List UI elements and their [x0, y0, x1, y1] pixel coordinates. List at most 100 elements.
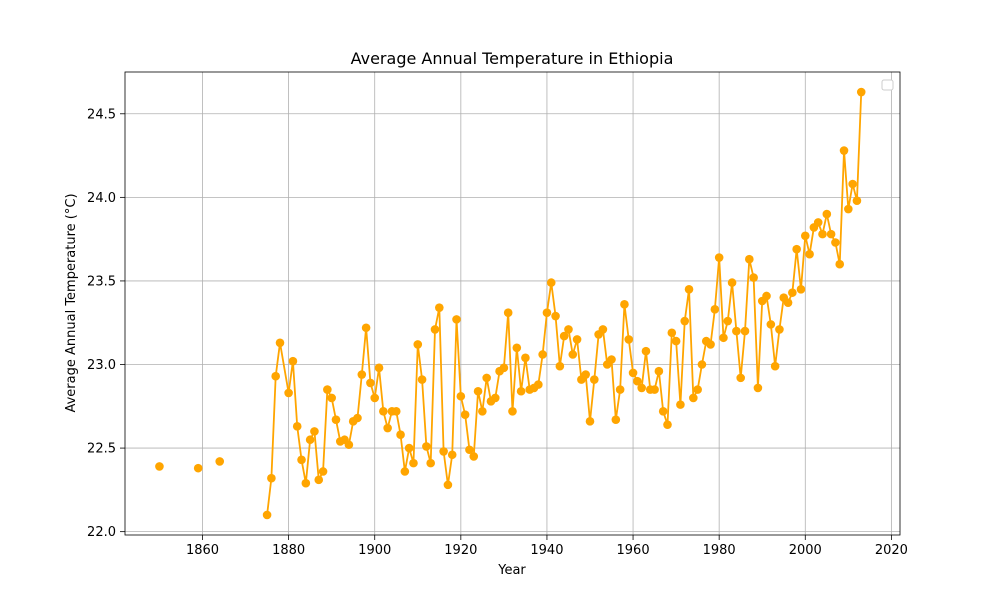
data-point [297, 455, 306, 465]
data-point [805, 249, 814, 259]
data-point [723, 316, 733, 326]
x-tick-label: 1900 [358, 543, 391, 558]
data-point [404, 443, 414, 453]
x-tick-label: 2020 [875, 543, 908, 558]
data-point [366, 378, 375, 388]
data-point [564, 325, 573, 334]
data-point [508, 407, 517, 416]
data-point [357, 370, 367, 379]
data-point [831, 238, 840, 247]
data-point [383, 423, 392, 433]
data-point [426, 458, 435, 468]
data-point [275, 338, 285, 348]
data-point [611, 415, 621, 424]
data-point [465, 445, 474, 455]
data-point [391, 407, 401, 416]
data-point [568, 350, 578, 359]
data-point [301, 478, 311, 488]
data-point [516, 386, 526, 396]
y-tick-label: 22.0 [87, 525, 116, 540]
data-point [719, 333, 728, 343]
data-point [430, 325, 440, 334]
data-point [478, 407, 487, 416]
chart-title: Average Annual Temperature in Ethiopia [351, 49, 674, 68]
data-point [667, 328, 677, 338]
data-point [689, 393, 698, 403]
data-point [710, 305, 720, 314]
data-point [663, 420, 672, 429]
data-point [572, 335, 582, 344]
data-point [856, 87, 866, 97]
data-point [732, 326, 741, 336]
data-point [469, 452, 479, 461]
data-point [844, 204, 853, 214]
data-point [443, 480, 453, 490]
data-point [331, 415, 341, 424]
data-point [379, 407, 388, 416]
data-point [439, 447, 448, 456]
data-point [693, 385, 702, 394]
data-point [327, 393, 336, 403]
data-point [818, 229, 827, 239]
data-point [848, 179, 857, 189]
legend-box [881, 79, 894, 91]
data-point [676, 400, 685, 409]
data-point [585, 417, 595, 426]
data-point [417, 375, 427, 384]
data-point [503, 308, 513, 317]
data-point [736, 373, 745, 383]
y-tick-label: 23.5 [87, 274, 116, 289]
data-point [551, 311, 560, 321]
data-point [422, 442, 431, 451]
data-point [607, 355, 616, 364]
data-point [796, 284, 806, 294]
data-point [559, 331, 569, 341]
data-point [822, 209, 832, 219]
data-point [598, 325, 608, 334]
data-point [555, 361, 565, 371]
data-point [288, 356, 298, 366]
x-tick-label: 1980 [703, 543, 736, 558]
data-point [546, 278, 556, 287]
data-point [499, 363, 509, 373]
data-point [482, 373, 491, 383]
data-point [680, 316, 690, 326]
data-point [835, 259, 845, 269]
data-point [658, 407, 668, 416]
data-point [542, 308, 552, 317]
grid [125, 72, 900, 535]
data-point [534, 380, 543, 389]
data-point [671, 336, 681, 346]
data-point [452, 315, 461, 324]
data-point [826, 229, 836, 239]
x-tick-label: 2000 [789, 543, 822, 558]
data-point [374, 363, 384, 373]
x-tick-label: 1920 [444, 543, 477, 558]
data-point [413, 340, 423, 349]
data-point [792, 244, 801, 254]
data-point [456, 391, 466, 401]
data-point [788, 288, 797, 297]
data-point [435, 303, 444, 312]
data-point [783, 298, 793, 307]
data-point [753, 383, 763, 393]
data-point [262, 510, 272, 520]
data-point [633, 376, 642, 386]
data-point [344, 440, 354, 450]
data-point [770, 361, 780, 371]
data-point [727, 278, 737, 287]
y-tick-label: 24.0 [87, 191, 116, 206]
data-point [193, 463, 203, 473]
x-tick-label: 1960 [617, 543, 650, 558]
data-point [314, 475, 324, 485]
data-point [800, 231, 810, 241]
y-tick-label: 23.0 [87, 358, 116, 373]
data-point [396, 430, 405, 440]
data-point [740, 326, 750, 336]
data-point [745, 254, 754, 264]
data-point [361, 323, 371, 333]
data-point [684, 284, 694, 294]
